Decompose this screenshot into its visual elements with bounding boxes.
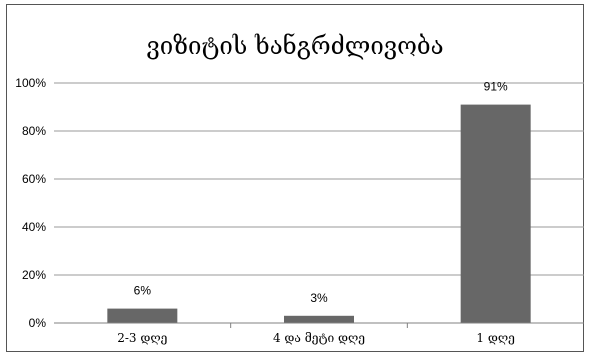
y-tick-label: 80% bbox=[22, 124, 46, 138]
bar bbox=[284, 315, 354, 323]
category-label: 2-3 დღე bbox=[117, 331, 167, 345]
y-axis-ticks: 0% 20% 40% 60% 80% 100% bbox=[15, 76, 46, 330]
y-tick-label: 20% bbox=[22, 268, 46, 282]
data-label: 6% bbox=[134, 284, 152, 298]
data-label: 91% bbox=[484, 80, 508, 94]
bar bbox=[107, 308, 178, 323]
data-labels: 6% 3% 91% bbox=[134, 80, 508, 305]
y-tick-label: 40% bbox=[22, 220, 46, 234]
data-label: 3% bbox=[310, 291, 328, 305]
bar bbox=[460, 104, 531, 323]
bars bbox=[107, 104, 531, 323]
y-tick-label: 60% bbox=[22, 172, 46, 186]
category-label: 1 დღე bbox=[476, 331, 514, 345]
y-tick-label: 100% bbox=[15, 76, 46, 90]
category-label: 4 და მეტი დღე bbox=[273, 331, 365, 345]
category-labels: 2-3 დღე 4 და მეტი დღე 1 დღე bbox=[117, 323, 515, 345]
chart-title: ვიზიტის ხანგრძლივობა bbox=[146, 32, 443, 60]
y-tick-label: 0% bbox=[29, 316, 47, 330]
